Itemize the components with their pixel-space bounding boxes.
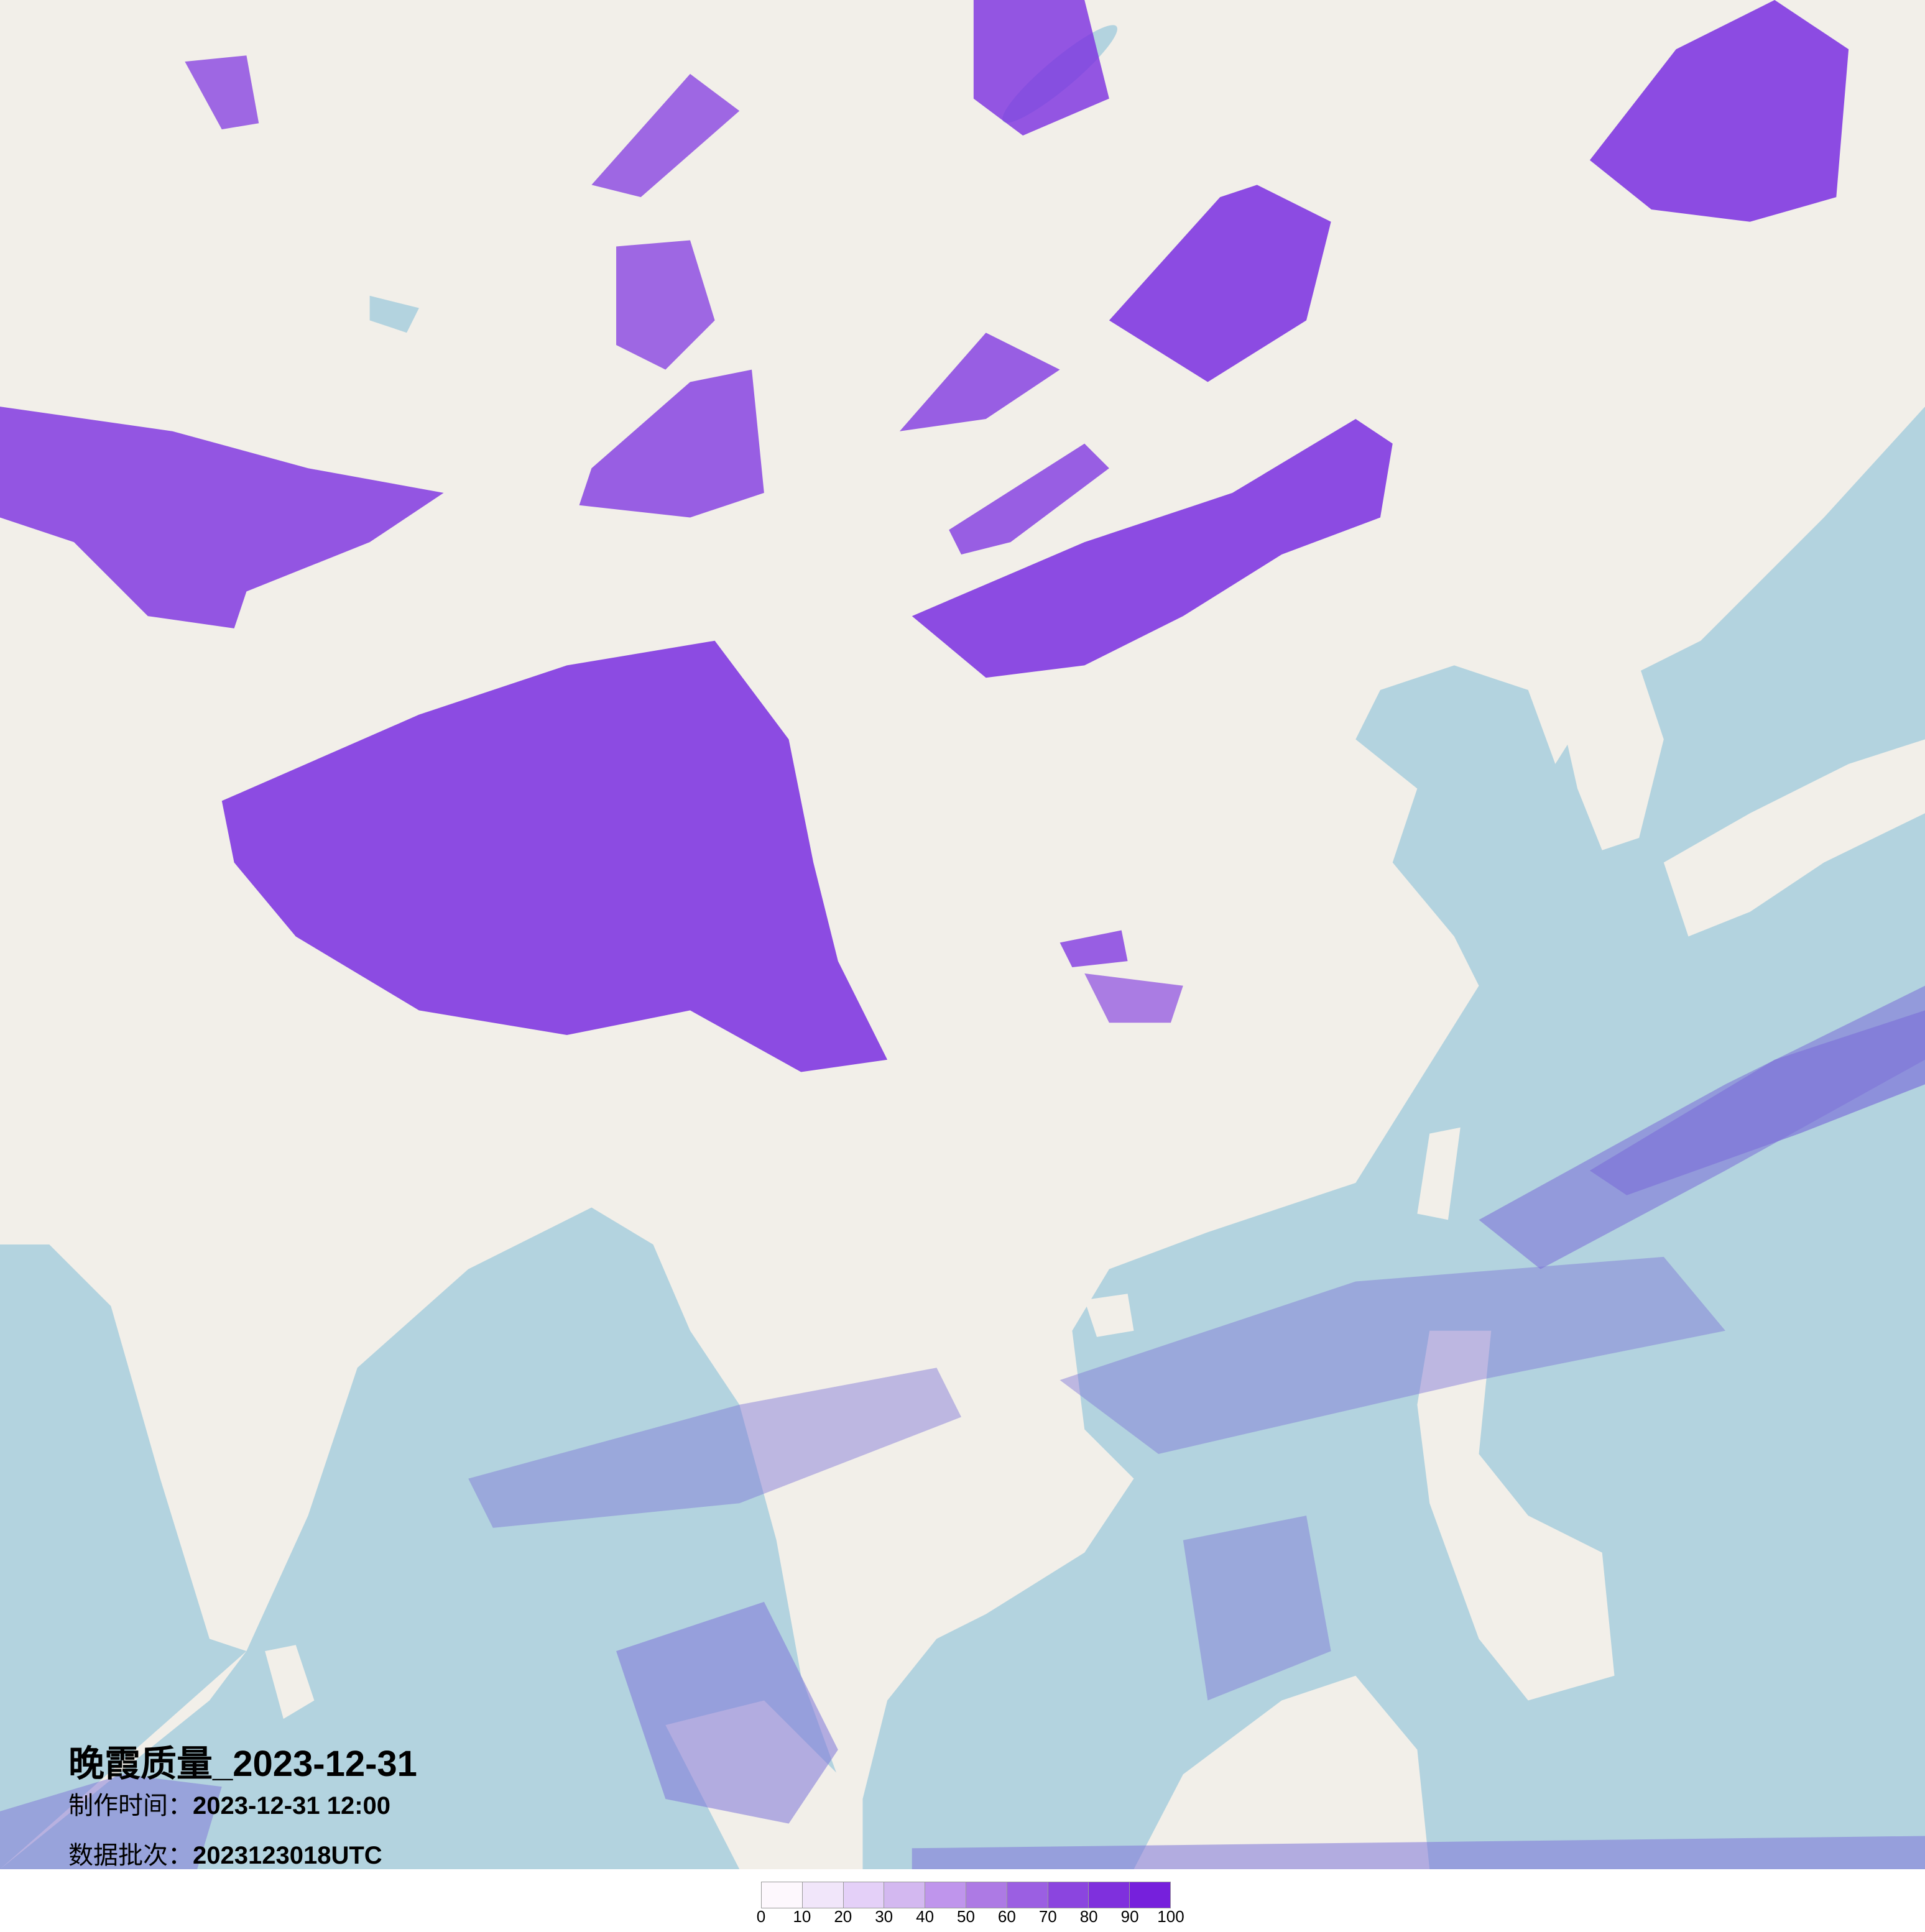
taiwan	[1417, 1127, 1461, 1220]
legend-swatch	[884, 1882, 926, 1908]
production-time-label: 制作时间：	[68, 1792, 193, 1820]
bottom-left-band	[0, 1774, 222, 1869]
philippines	[1417, 1330, 1615, 1701]
sumatra-blob	[616, 1601, 838, 1824]
legend-swatch	[1130, 1882, 1170, 1908]
legend-tick-label: 60	[997, 1907, 1016, 1926]
inner-mongolia-band	[912, 418, 1393, 678]
japan	[1663, 739, 1925, 937]
legend-tick-label: 0	[756, 1907, 766, 1926]
legend-swatch	[966, 1882, 1007, 1908]
sunset-overlay	[0, 0, 1849, 1072]
legend-swatch	[1048, 1882, 1089, 1908]
legend-tick-label: 20	[834, 1907, 852, 1926]
pacific-band	[1589, 1010, 1925, 1195]
arabian-sea	[0, 1244, 247, 1869]
color-legend	[761, 1882, 1171, 1908]
mongolia-streak	[949, 443, 1109, 554]
tibet-region	[221, 640, 888, 1072]
legend-swatch	[1007, 1882, 1048, 1908]
legend-tick-label: 80	[1079, 1907, 1098, 1926]
legend-tick-label: 40	[916, 1907, 935, 1926]
hunan-blob	[1084, 973, 1183, 1023]
mongolia-east	[899, 333, 1060, 431]
map-title: 晚霞质量_2023-12-31	[68, 1744, 417, 1784]
sea-overlay	[0, 985, 1925, 1869]
legend-swatch	[1089, 1882, 1130, 1908]
andaman-band	[468, 1368, 962, 1528]
south-china-sea-band	[1059, 1256, 1725, 1454]
legend-swatch	[843, 1882, 885, 1908]
legend-swatch	[802, 1882, 844, 1908]
legend-tick-label: 70	[1038, 1907, 1057, 1926]
altai-region	[616, 240, 715, 370]
basemap[interactable]	[0, 0, 1925, 1869]
legend-tick-label: 10	[793, 1907, 811, 1926]
bottom-band	[912, 1836, 1925, 1869]
legend-swatch	[925, 1882, 966, 1908]
legend-tick-label: 50	[957, 1907, 975, 1926]
legend-swatch	[762, 1882, 803, 1908]
mongolia-west	[579, 369, 764, 518]
production-time: 制作时间：2023-12-31 12:00	[68, 1785, 390, 1821]
caspian-lake	[369, 295, 419, 333]
sichuan-blob	[1059, 930, 1128, 968]
hainan	[1084, 1294, 1134, 1337]
borneo	[1133, 1675, 1430, 1869]
data-batch: 数据批次：2023123018UTC	[68, 1835, 382, 1871]
far-east-blob	[1589, 0, 1849, 222]
northeast-blob	[1109, 185, 1331, 382]
legend-tick-label: 100	[1157, 1907, 1184, 1926]
production-time-value: 2023-12-31 12:00	[193, 1792, 391, 1819]
korea	[1555, 665, 1664, 850]
legend-tick-label: 30	[875, 1907, 893, 1926]
data-batch-label: 数据批次：	[68, 1841, 193, 1870]
siberia-blob	[973, 0, 1109, 136]
legend-tick-label: 90	[1120, 1907, 1139, 1926]
legend-ticks: 0 10 20 30 40 50 60 70 80 90 100	[757, 1907, 1184, 1930]
borneo-sea-blob	[1183, 1516, 1331, 1701]
west-siberia-blob	[185, 55, 259, 130]
xinjiang-region	[0, 407, 444, 628]
data-batch-value: 2023123018UTC	[193, 1842, 382, 1869]
siberia-streak	[591, 73, 740, 198]
